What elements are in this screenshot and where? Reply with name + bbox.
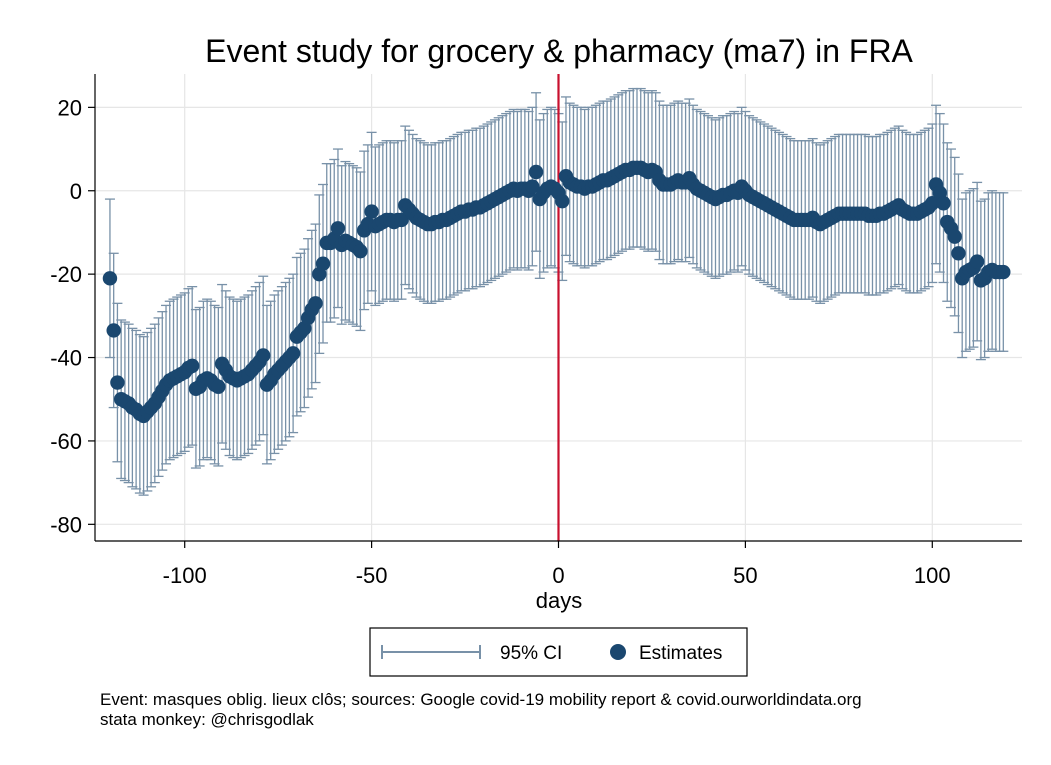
estimate-point <box>285 346 301 361</box>
estimate-point <box>110 375 125 390</box>
x-tick-label: 50 <box>733 563 757 588</box>
estimate-point <box>184 358 200 374</box>
legend-ci-symbol <box>381 645 481 659</box>
legend: 95% CI Estimates <box>369 627 748 677</box>
estimate-point <box>525 179 540 194</box>
estimate-point <box>555 193 570 209</box>
x-tick-label: 0 <box>552 563 564 588</box>
x-tick-label: 100 <box>914 563 951 588</box>
estimate-point <box>947 229 962 244</box>
estimate-point <box>353 244 368 259</box>
x-axis-label: days <box>536 588 582 613</box>
estimate-point <box>528 164 544 180</box>
estimate-point <box>996 264 1011 280</box>
chart-title: Event study for grocery & pharmacy (ma7)… <box>205 33 913 69</box>
y-tick-label: 20 <box>58 95 82 120</box>
ci-bars <box>104 87 1009 496</box>
estimate-point <box>969 254 985 269</box>
estimate-point <box>256 348 271 363</box>
estimate-point <box>364 204 379 219</box>
y-tick-label: -80 <box>50 512 82 537</box>
legend-estimate-symbol <box>610 644 626 660</box>
y-tick-label: -60 <box>50 429 82 454</box>
y-tick-label: -40 <box>50 346 82 371</box>
legend-ci-label: 95% CI <box>500 643 562 664</box>
axes: 20 0 -20 -40 -60 -80 -100 -50 0 50 100 <box>50 74 1022 588</box>
estimate-point <box>951 246 966 261</box>
estimate-point <box>211 379 226 394</box>
estimate-point <box>102 271 118 286</box>
y-tick-label: 0 <box>70 179 82 204</box>
estimate-point <box>308 296 323 311</box>
estimate-point <box>394 212 409 228</box>
author-note: stata monkey: @chrisgodlak <box>100 710 314 729</box>
estimate-point <box>315 256 331 271</box>
x-tick-label: -100 <box>163 563 207 588</box>
estimate-point <box>330 221 346 236</box>
source-note: Event: masques oblig. lieux clôs; source… <box>100 690 862 709</box>
y-tick-label: -20 <box>50 262 82 287</box>
estimate-point <box>936 196 951 211</box>
legend-estimate-label: Estimates <box>639 643 722 664</box>
estimate-point <box>925 196 940 211</box>
estimate-dots <box>102 160 1011 424</box>
x-tick-label: -50 <box>356 563 388 588</box>
estimate-point <box>106 323 121 338</box>
